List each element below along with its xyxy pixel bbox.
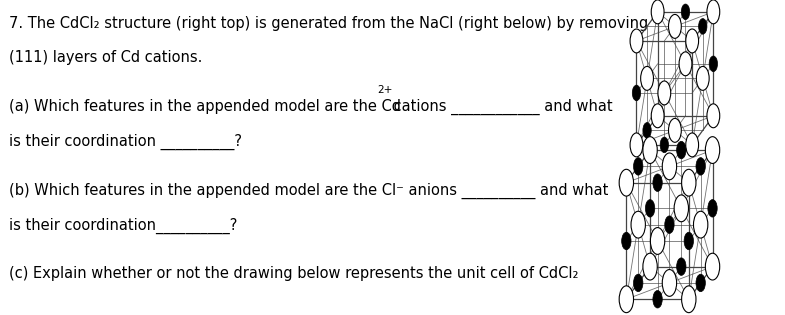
Text: is their coordination__________?: is their coordination__________? <box>9 217 238 233</box>
Circle shape <box>681 286 696 313</box>
Circle shape <box>652 0 664 24</box>
Circle shape <box>696 158 706 175</box>
Circle shape <box>669 14 681 38</box>
Circle shape <box>696 66 709 90</box>
Circle shape <box>663 270 677 296</box>
Circle shape <box>633 274 643 292</box>
Circle shape <box>633 158 643 175</box>
Circle shape <box>653 290 663 308</box>
Circle shape <box>708 200 717 217</box>
Circle shape <box>651 227 665 255</box>
Circle shape <box>619 286 633 313</box>
Circle shape <box>643 137 657 163</box>
Circle shape <box>632 85 641 101</box>
Text: (111) layers of Cd cations.: (111) layers of Cd cations. <box>9 50 203 66</box>
Circle shape <box>652 104 664 128</box>
Circle shape <box>674 195 688 222</box>
Circle shape <box>686 133 699 157</box>
Circle shape <box>658 81 670 105</box>
Circle shape <box>643 253 657 280</box>
Circle shape <box>696 274 706 292</box>
Circle shape <box>699 19 707 34</box>
Circle shape <box>641 66 653 90</box>
Circle shape <box>681 4 690 20</box>
Circle shape <box>707 104 720 128</box>
Circle shape <box>686 29 699 53</box>
Circle shape <box>693 211 708 238</box>
Text: cations ____________ and what: cations ____________ and what <box>389 99 612 115</box>
Circle shape <box>631 211 645 238</box>
Text: 7. The CdCl₂ structure (right top) is generated from the NaCl (right below) by r: 7. The CdCl₂ structure (right top) is ge… <box>9 16 648 31</box>
Circle shape <box>660 137 669 153</box>
Circle shape <box>643 123 652 138</box>
Circle shape <box>622 232 631 250</box>
Circle shape <box>619 169 633 196</box>
Text: 2+: 2+ <box>378 85 393 95</box>
Circle shape <box>706 137 720 163</box>
Circle shape <box>669 118 681 142</box>
Circle shape <box>663 153 677 180</box>
Text: is their coordination __________?: is their coordination __________? <box>9 134 243 150</box>
Circle shape <box>630 133 643 157</box>
Circle shape <box>679 52 692 76</box>
Circle shape <box>681 169 696 196</box>
Circle shape <box>677 258 686 275</box>
Circle shape <box>684 232 693 250</box>
Text: (c) Explain whether or not the drawing below represents the unit cell of CdCl₂: (c) Explain whether or not the drawing b… <box>9 266 579 281</box>
Circle shape <box>706 253 720 280</box>
Text: (b) Which features in the appended model are the Cl⁻ anions __________ and what: (b) Which features in the appended model… <box>9 183 609 199</box>
Circle shape <box>707 0 720 24</box>
Circle shape <box>677 141 686 159</box>
Circle shape <box>645 200 655 217</box>
Circle shape <box>653 174 663 192</box>
Circle shape <box>630 29 643 53</box>
Circle shape <box>709 56 717 72</box>
Circle shape <box>665 216 674 233</box>
Text: (a) Which features in the appended model are the Cd: (a) Which features in the appended model… <box>9 99 401 114</box>
